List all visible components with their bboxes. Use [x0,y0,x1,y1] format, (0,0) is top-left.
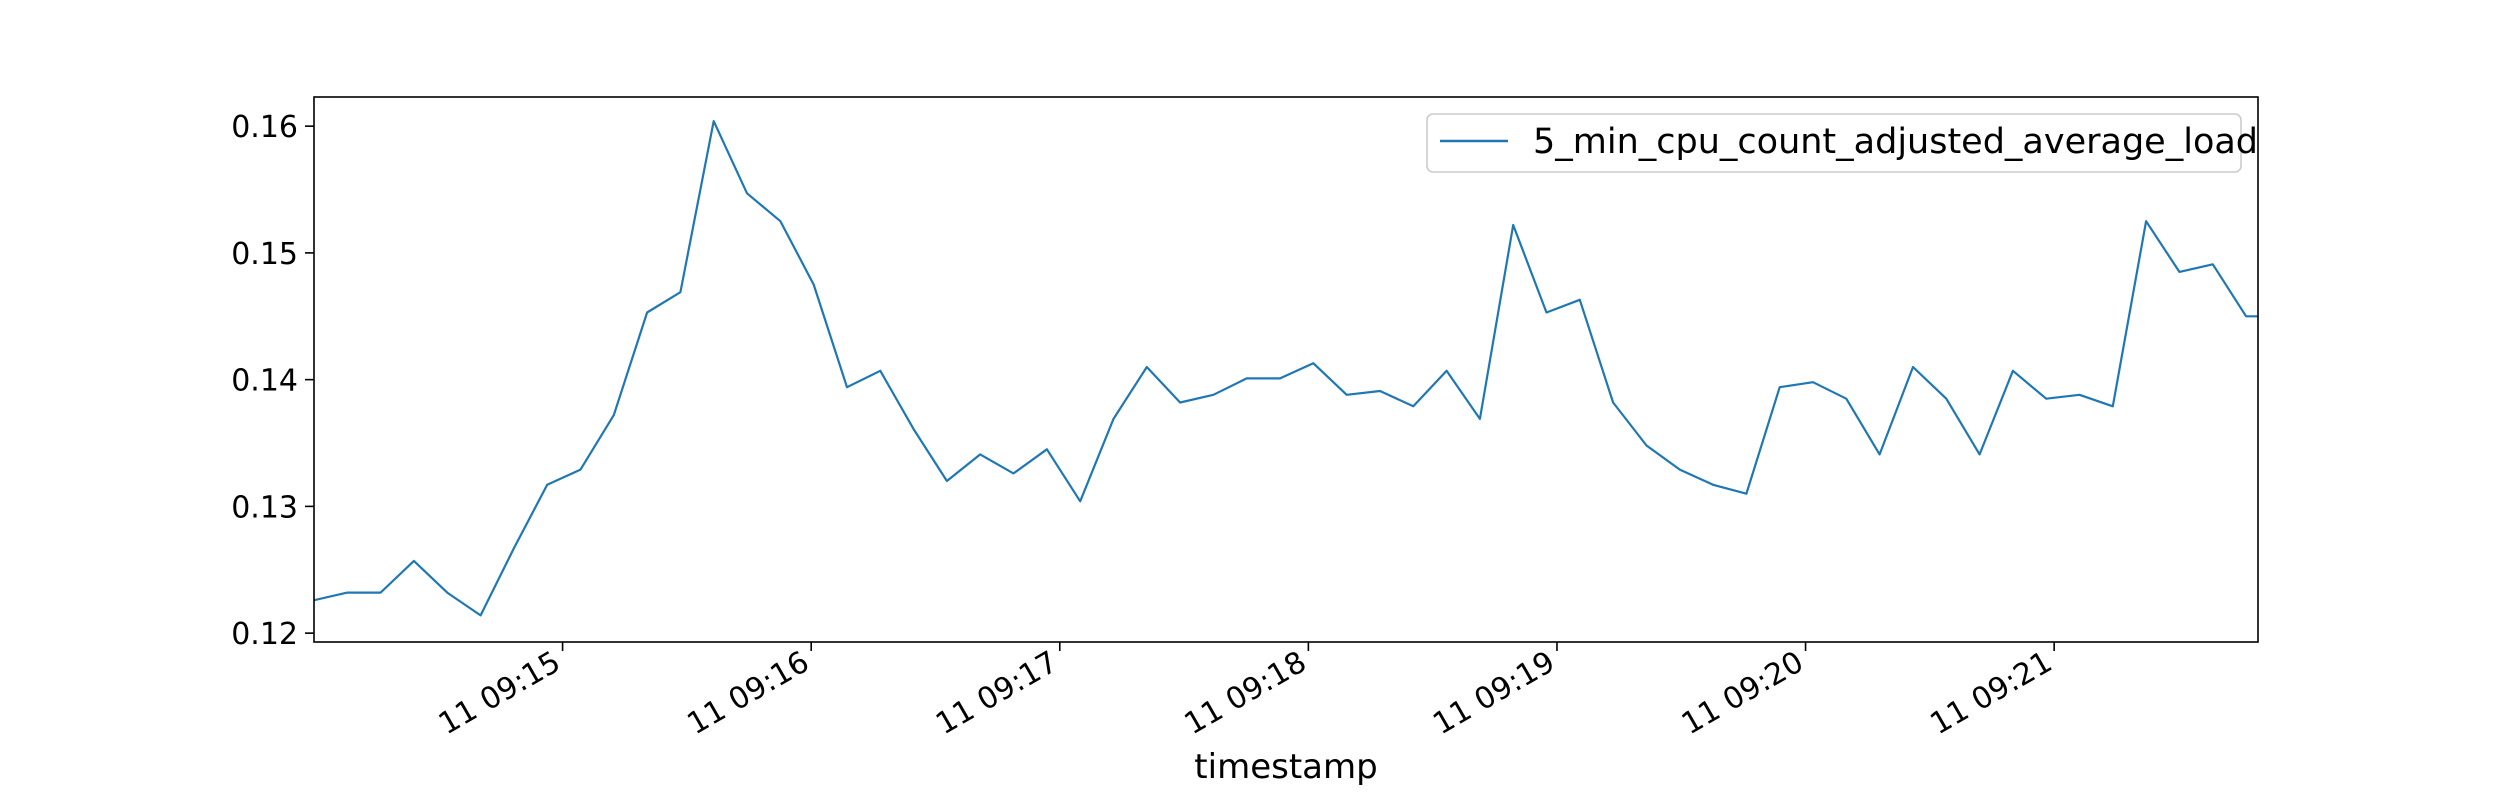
y-axis: 0.12 0.13 0.14 0.15 0.16 [231,110,314,652]
x-axis: 11 09:15 11 09:16 11 09:17 11 09:18 11 09:19… [433,642,2058,742]
x-tick-label: 11 09:17 [930,645,1064,742]
x-tick-label: 11 09:15 [433,645,567,742]
x-tick-label: 11 09:21 [1924,645,2058,742]
plot-area [314,97,2258,642]
y-tick-label: 0.15 [231,237,298,272]
legend-label: 5_min_cpu_count_adjusted_average_load [1533,122,2258,162]
y-tick-label: 0.13 [231,490,298,525]
x-tick-label: 11 09:18 [1179,645,1313,742]
x-axis-label: timestamp [1194,747,1377,787]
x-tick-label: 11 09:19 [1427,645,1561,742]
y-tick-label: 0.14 [231,364,298,399]
legend-box [1426,113,2242,173]
series-layer [314,119,2258,617]
plot-border [313,96,2259,643]
x-tick-label: 11 09:20 [1676,645,1810,742]
series-line [314,119,2258,617]
y-tick-label: 0.12 [231,617,298,652]
x-tick-label: 11 09:16 [681,645,815,742]
legend: 5_min_cpu_count_adjusted_average_load [1426,113,2258,173]
y-tick-label: 0.16 [231,110,298,145]
